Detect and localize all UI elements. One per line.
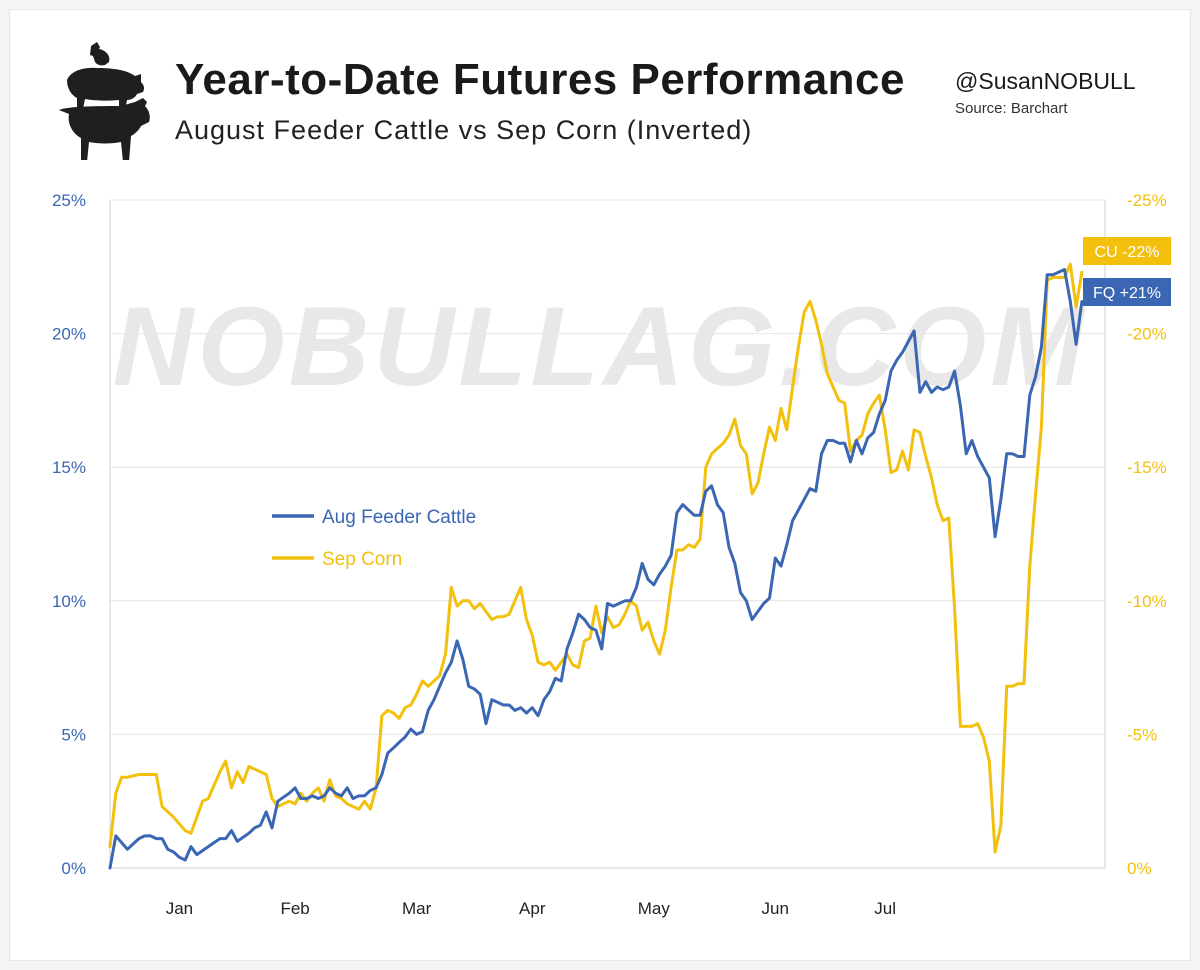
- x-tick-label: Apr: [519, 899, 546, 918]
- right-tick-label: -15%: [1127, 458, 1167, 477]
- right-tick-label: 0%: [1127, 859, 1152, 878]
- x-tick-label: Jan: [166, 899, 193, 918]
- gridlines: [110, 199, 1105, 735]
- left-tick-label: 0%: [61, 859, 86, 878]
- right-tick-label: -25%: [1127, 191, 1167, 210]
- left-tick-label: 5%: [61, 725, 86, 744]
- left-tick-label: 25%: [52, 191, 86, 210]
- chart-title: Year-to-Date Futures Performance: [175, 55, 905, 104]
- x-tick-label: Jul: [874, 899, 896, 918]
- right-tick-label: -10%: [1127, 592, 1167, 611]
- x-tick-label: May: [638, 899, 671, 918]
- left-tick-label: 20%: [52, 325, 86, 344]
- right-tick-label: -5%: [1127, 725, 1157, 744]
- left-tick-label: 15%: [52, 458, 86, 477]
- legend-label: Sep Corn: [322, 549, 402, 570]
- legend-label: Aug Feeder Cattle: [322, 507, 476, 528]
- series-lines: [108, 262, 1084, 870]
- right-tick-label: -20%: [1127, 325, 1167, 344]
- cattle-end-badge: [1083, 278, 1171, 306]
- left-tick-label: 10%: [52, 592, 86, 611]
- source-note: Source: Barchart: [955, 100, 1068, 117]
- cattle-end-label: FQ +21%: [1093, 285, 1161, 302]
- legend: Aug Feeder Cattle Sep Corn: [272, 507, 476, 570]
- corn-end-label: CU -22%: [1095, 244, 1160, 261]
- x-tick-label: Mar: [402, 899, 432, 918]
- x-tick-label: Feb: [280, 899, 309, 918]
- cattle-series-line: [108, 268, 1084, 870]
- author-handle: @SusanNOBULL: [955, 68, 1136, 94]
- x-tick-label: Jun: [762, 899, 789, 918]
- corn-end-badge: [1083, 237, 1171, 265]
- end-labels: CU -22% FQ +21%: [1083, 237, 1171, 306]
- farm-animals-logo-icon: [59, 42, 150, 160]
- chart-subtitle: August Feeder Cattle vs Sep Corn (Invert…: [175, 115, 753, 145]
- axes: 0% 0% 5% -5% 10% -10% 15% -15% 20% -20% 25% -25% Jan…: [52, 191, 1167, 918]
